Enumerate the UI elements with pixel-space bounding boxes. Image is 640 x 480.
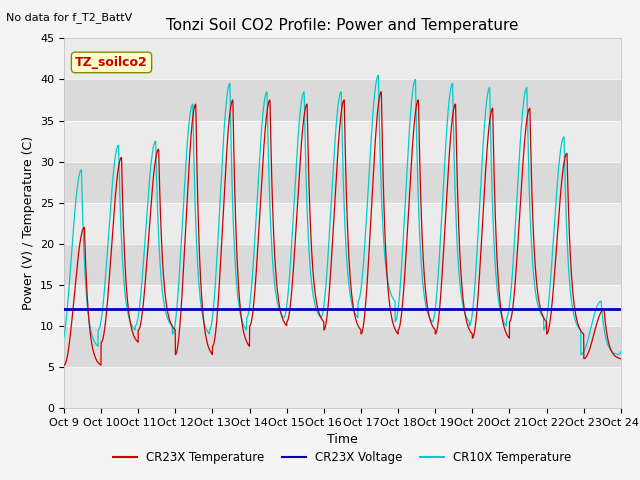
Bar bbox=[64, 326, 621, 367]
Bar bbox=[64, 285, 621, 326]
Y-axis label: Power (V) / Temperature (C): Power (V) / Temperature (C) bbox=[22, 136, 35, 310]
Bar bbox=[64, 203, 621, 244]
Bar bbox=[64, 244, 621, 285]
Legend: CR23X Temperature, CR23X Voltage, CR10X Temperature: CR23X Temperature, CR23X Voltage, CR10X … bbox=[108, 446, 577, 468]
X-axis label: Time: Time bbox=[327, 433, 358, 446]
Bar bbox=[64, 367, 621, 408]
Text: TZ_soilco2: TZ_soilco2 bbox=[75, 56, 148, 69]
Bar bbox=[64, 120, 621, 162]
Bar bbox=[64, 38, 621, 80]
Bar bbox=[64, 162, 621, 203]
Text: No data for f_T2_BattV: No data for f_T2_BattV bbox=[6, 12, 132, 23]
Bar bbox=[64, 80, 621, 120]
Title: Tonzi Soil CO2 Profile: Power and Temperature: Tonzi Soil CO2 Profile: Power and Temper… bbox=[166, 18, 518, 33]
